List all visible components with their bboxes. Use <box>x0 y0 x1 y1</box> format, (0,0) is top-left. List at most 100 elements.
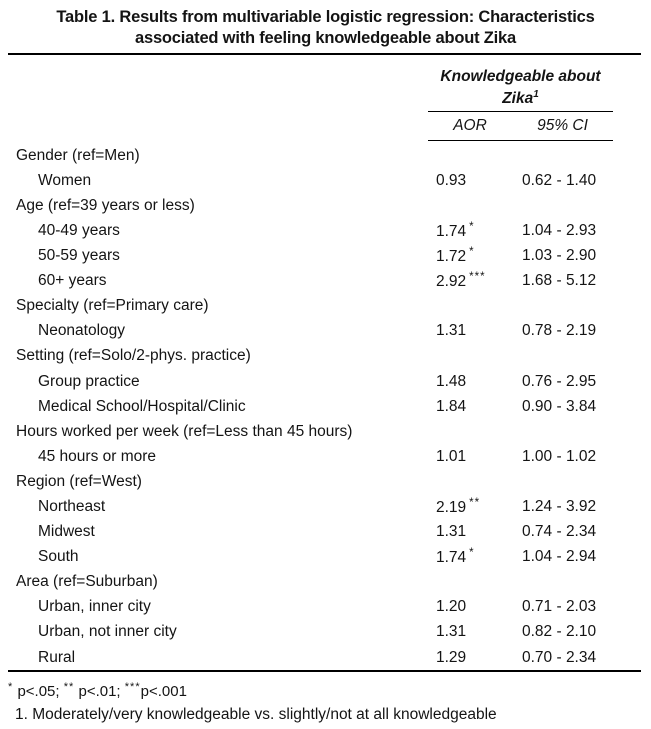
significance-asterisks: *** <box>469 271 486 284</box>
ci-value: 0.90 - 3.84 <box>522 397 597 415</box>
aor-value: 0.93 <box>436 172 522 190</box>
table-row: 45 hours or more 1.01 1.00 - 1.02 <box>0 444 651 469</box>
significance-asterisks: ** <box>63 681 75 694</box>
aor-value: 1.31 <box>436 523 522 541</box>
aor-number: 2.92 <box>436 273 467 291</box>
aor-number: 1.72 <box>436 248 467 266</box>
row-label: 50-59 years <box>38 247 120 265</box>
significance-asterisks: ** <box>469 496 481 509</box>
aor-number: 0.93 <box>436 171 467 189</box>
footnote-1: 1. Moderately/very knowledgeable vs. sli… <box>15 706 497 724</box>
table-row: 40-49 years 1.74 * 1.04 - 2.93 <box>0 218 651 243</box>
significance-asterisks: * <box>469 547 475 560</box>
row-label: Midwest <box>38 523 95 541</box>
table-title-line2: associated with feeling knowledgeable ab… <box>135 29 516 47</box>
aor-number: 1.29 <box>436 648 467 666</box>
row-label: South <box>38 548 79 566</box>
row-label: Hours worked per week (ref=Less than 45 … <box>16 422 353 440</box>
aor-number: 1.84 <box>436 397 467 415</box>
row-label: Northeast <box>38 498 106 516</box>
table-row-group: Specialty (ref=Primary care) <box>0 294 651 319</box>
table-row: Urban, not inner city 1.31 0.82 - 2.10 <box>0 620 651 645</box>
bottom-rule <box>8 670 641 673</box>
aor-number: 1.31 <box>436 623 467 641</box>
table-row: Urban, inner city 1.20 0.71 - 2.03 <box>0 595 651 620</box>
aor-value: 1.20 <box>436 598 522 616</box>
table-row: 60+ years 2.92 *** 1.68 - 5.12 <box>0 269 651 294</box>
aor-value: 1.74 * <box>436 547 522 567</box>
ci-value: 0.70 - 2.34 <box>522 648 597 666</box>
table-row: Women 0.93 0.62 - 1.40 <box>0 168 651 193</box>
ci-value: 0.74 - 2.34 <box>522 523 597 541</box>
column-group-line1: Knowledgeable about <box>440 68 601 85</box>
aor-value: 1.29 <box>436 649 522 667</box>
significance-asterisks: * <box>8 681 14 694</box>
table-row: Northeast 2.19 ** 1.24 - 3.92 <box>0 494 651 519</box>
table-row: 50-59 years 1.72 * 1.03 - 2.90 <box>0 244 651 269</box>
aor-column-header: AOR <box>453 117 487 135</box>
table-row: Midwest 1.31 0.74 - 2.34 <box>0 520 651 545</box>
row-label: Area (ref=Suburban) <box>16 573 158 591</box>
table-title: Table 1. Results from multivariable logi… <box>0 0 651 49</box>
aor-number: 1.74 <box>436 549 467 567</box>
ci-value: 0.82 - 2.10 <box>522 623 597 641</box>
table-row-group: Hours worked per week (ref=Less than 45 … <box>0 419 651 444</box>
footnote-marker: 1 <box>533 89 539 100</box>
ci-value: 0.78 - 2.19 <box>522 322 597 340</box>
aor-value: 1.74 * <box>436 221 522 241</box>
significance-note: * p<.05; ** p<.01; ***p<.001 <box>8 677 651 702</box>
ci-value: 1.04 - 2.94 <box>522 548 597 566</box>
table-row: Group practice 1.48 0.76 - 2.95 <box>0 369 651 394</box>
row-label: Women <box>38 171 92 189</box>
aor-number: 1.74 <box>436 223 467 241</box>
column-group-header: Knowledgeable about Zika1 <box>428 55 613 113</box>
row-label: Urban, not inner city <box>38 623 177 641</box>
table-row-group: Gender (ref=Men) <box>0 143 651 168</box>
top-rule <box>8 53 641 55</box>
sub-header-row: AOR 95% CI <box>428 112 613 142</box>
row-label: Group practice <box>38 372 140 390</box>
ci-column-header: 95% CI <box>537 117 588 135</box>
significance-asterisks: * <box>469 220 475 233</box>
ci-value: 1.04 - 2.93 <box>522 221 597 239</box>
row-label: 60+ years <box>38 272 107 290</box>
ci-value: 1.00 - 1.02 <box>522 447 597 465</box>
row-label: 45 hours or more <box>38 447 157 465</box>
table-title-line1: Table 1. Results from multivariable logi… <box>56 8 595 26</box>
aor-value: 1.31 <box>436 623 522 641</box>
row-label: Neonatology <box>38 322 126 340</box>
row-label: Setting (ref=Solo/2-phys. practice) <box>16 347 251 365</box>
column-header: Knowledgeable about Zika1 AOR 95% CI <box>428 55 613 142</box>
ci-value: 1.03 - 2.90 <box>522 247 597 265</box>
column-group-line2: Zika <box>502 90 534 108</box>
aor-value: 1.31 <box>436 322 522 340</box>
table-body: Gender (ref=Men) Women 0.93 0.62 - 1.40 Age … <box>0 143 651 670</box>
aor-value: 1.48 <box>436 373 522 391</box>
significance-asterisks: * <box>469 246 475 258</box>
row-label: Medical School/Hospital/Clinic <box>38 397 246 415</box>
table-row: Neonatology 1.31 0.78 - 2.19 <box>0 319 651 344</box>
aor-number: 1.01 <box>436 447 467 465</box>
row-label: Specialty (ref=Primary care) <box>16 297 209 315</box>
table-row-group: Age (ref=39 years or less) <box>0 193 651 218</box>
aor-value: 1.01 <box>436 448 522 466</box>
aor-number: 1.20 <box>436 598 467 616</box>
table-row-group: Region (ref=West) <box>0 469 651 494</box>
row-label: 40-49 years <box>38 221 120 239</box>
row-label: Region (ref=West) <box>16 472 142 490</box>
ci-value: 0.71 - 2.03 <box>522 598 597 616</box>
table-row: South 1.74 * 1.04 - 2.94 <box>0 545 651 570</box>
aor-value: 1.72 * <box>436 246 522 266</box>
ci-value: 0.62 - 1.40 <box>522 171 597 189</box>
table-row-group: Setting (ref=Solo/2-phys. practice) <box>0 344 651 369</box>
row-label: Gender (ref=Men) <box>16 146 140 164</box>
ci-value: 1.68 - 5.12 <box>522 272 597 290</box>
row-label: Rural <box>38 648 76 666</box>
aor-number: 1.31 <box>436 322 467 340</box>
aor-number: 2.19 <box>436 499 467 517</box>
ci-value: 1.24 - 3.92 <box>522 498 597 516</box>
table-row: Rural 1.29 0.70 - 2.34 <box>0 645 651 670</box>
significance-text: p<.001 <box>140 683 187 701</box>
significance-asterisks: *** <box>124 681 141 694</box>
